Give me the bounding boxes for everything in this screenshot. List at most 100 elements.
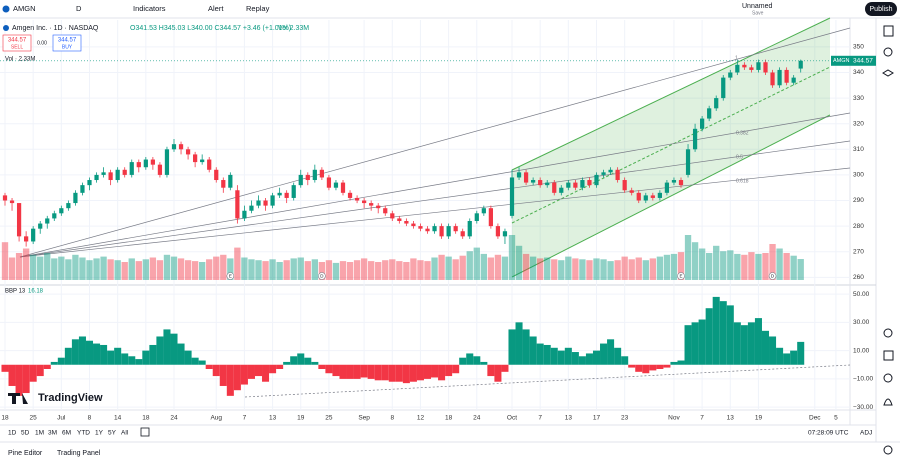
symbol-logo <box>2 5 10 13</box>
volume-bar <box>783 253 790 280</box>
indicator-bar <box>163 329 171 365</box>
range-button[interactable]: 5D <box>21 430 30 437</box>
candle-body <box>523 172 529 183</box>
icon[interactable] <box>883 47 893 57</box>
event-label: E <box>229 274 232 279</box>
sell-button[interactable] <box>2 34 32 52</box>
x-tick-label: 5 <box>834 415 838 422</box>
candle-body <box>143 159 148 168</box>
range-button[interactable]: All <box>121 430 129 437</box>
volume-bar <box>480 253 488 280</box>
buy[interactable]: BUY <box>62 44 73 50</box>
candle-body <box>587 180 592 186</box>
icon[interactable] <box>882 69 894 77</box>
x-tick-label: 24 <box>170 415 178 422</box>
y-tick-label: 300 <box>853 172 864 179</box>
indicator-bar <box>698 319 706 365</box>
sell[interactable]: SELL <box>11 44 23 50</box>
candle-body <box>66 203 71 209</box>
indicator-bar <box>381 364 389 381</box>
y-tick-label: 320 <box>853 120 864 127</box>
range-button[interactable]: 1Y <box>95 430 104 437</box>
alert[interactable]: Alert <box>208 4 224 13</box>
range-button[interactable]: 5Y <box>108 430 117 437</box>
candle-body <box>594 174 599 186</box>
x-tick-label: Aug <box>210 415 222 422</box>
fan-line <box>19 27 851 258</box>
candle-body <box>270 195 275 206</box>
volume-bar <box>100 256 107 280</box>
buy-button[interactable] <box>52 34 82 52</box>
volume-bar <box>396 261 403 280</box>
volume-bar <box>353 260 361 280</box>
candle-body <box>376 205 381 209</box>
replay[interactable]: Replay <box>246 4 270 13</box>
icon[interactable] <box>883 328 893 338</box>
indicators[interactable]: Indicators <box>133 4 166 13</box>
volume-bar <box>367 261 375 280</box>
volume-bar <box>65 259 72 280</box>
sidebar-icons[interactable] <box>882 25 894 455</box>
volume-bar <box>579 259 586 280</box>
layout-name[interactable]: Unnamed <box>742 3 772 10</box>
volume-bar <box>741 254 748 280</box>
adj[interactable]: ADJ <box>860 430 872 437</box>
candle-body <box>692 128 698 150</box>
volume-bar <box>607 261 614 280</box>
fib-label: 0.382 <box>736 130 749 136</box>
volume-bar <box>522 253 530 280</box>
range-button[interactable]: 1D <box>8 430 17 437</box>
volume-bar <box>755 253 762 280</box>
volume-bar <box>614 260 621 280</box>
indicator-bar <box>747 322 755 365</box>
candle-body <box>509 177 515 216</box>
range-button[interactable]: YTD <box>77 430 90 437</box>
candle-body <box>404 220 409 224</box>
candle-body <box>798 60 803 69</box>
publish-button[interactable] <box>865 2 897 16</box>
fan-line <box>19 112 851 258</box>
date-range-icon[interactable] <box>140 427 150 437</box>
volume-bar <box>424 261 431 280</box>
x-tick-label: Nov <box>668 415 680 422</box>
symbol[interactable]: AMGN <box>13 4 36 13</box>
candle-body <box>432 226 437 232</box>
candle-body <box>671 180 677 183</box>
icon[interactable] <box>883 445 893 455</box>
candle-body <box>193 154 198 163</box>
fib-fan <box>19 27 851 258</box>
x-tick-label: 25 <box>30 415 38 422</box>
volume-bar <box>438 254 445 280</box>
icon[interactable] <box>883 373 893 383</box>
indicator-bar <box>607 339 615 365</box>
indicator-bar <box>318 364 326 369</box>
indicator-bar <box>205 364 213 369</box>
candle-body <box>460 231 465 237</box>
range-button[interactable]: 1M <box>35 430 44 437</box>
volume-bar <box>628 259 635 280</box>
range-button[interactable]: 6M <box>62 430 71 437</box>
indicator-bar <box>635 364 643 372</box>
sell-price[interactable]: 344.57 <box>8 38 27 44</box>
icon[interactable] <box>883 350 894 361</box>
indicator-bar <box>353 364 361 379</box>
indicator-bar <box>684 325 692 365</box>
volume-bar <box>431 257 438 280</box>
publish[interactable]: Publish <box>870 6 893 13</box>
candle-body <box>59 208 64 214</box>
icon[interactable] <box>883 25 894 37</box>
volume-bar <box>332 262 340 280</box>
panel-tab[interactable]: Pine Editor <box>8 450 43 457</box>
indicator-bar <box>304 357 312 365</box>
volume-bar <box>656 256 664 280</box>
candle-body <box>763 62 768 73</box>
volume-bar <box>642 260 649 280</box>
indicator-bar <box>15 364 23 396</box>
buy-price[interactable]: 344.57 <box>58 38 77 44</box>
icon[interactable] <box>883 398 893 406</box>
indicator-bar <box>466 353 474 365</box>
interval[interactable]: D <box>76 4 82 13</box>
indicator-bar <box>416 364 424 381</box>
range-button[interactable]: 3M <box>48 430 57 437</box>
panel-tab[interactable]: Trading Panel <box>57 450 101 457</box>
